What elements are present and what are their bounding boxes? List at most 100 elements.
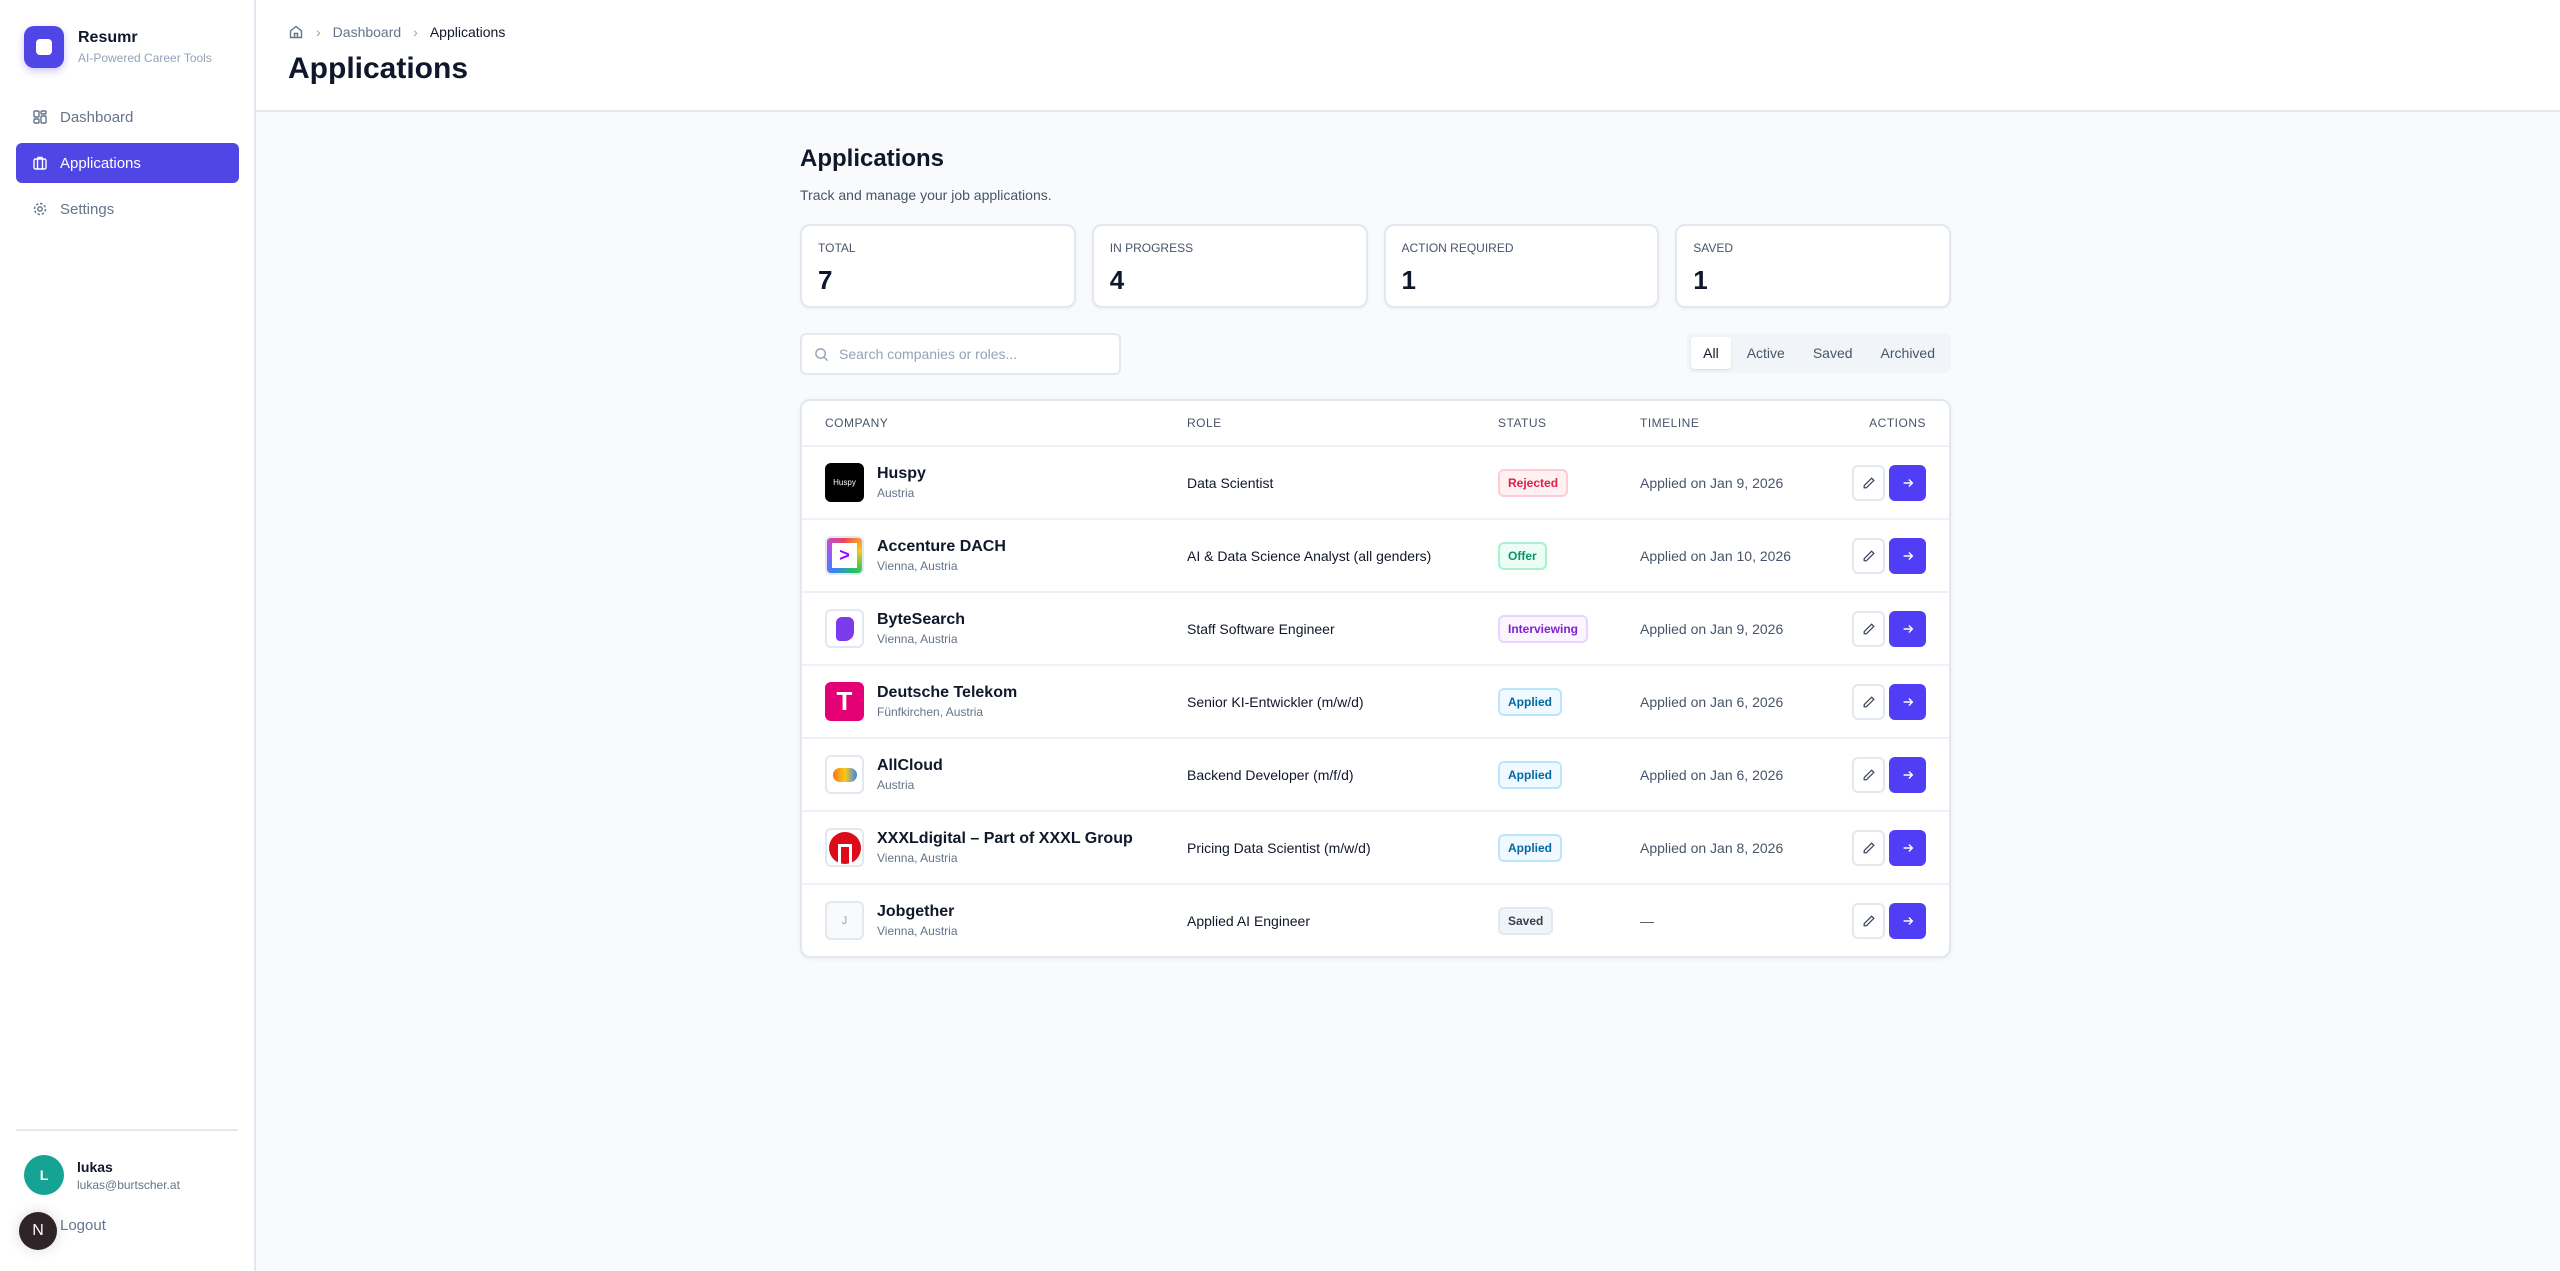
row-actions [1852,683,1926,720]
col-actions: ACTIONS [1869,416,1926,430]
pencil-icon [1863,476,1875,488]
timeline: Applied on Jan 6, 2026 [1640,766,1784,783]
open-button[interactable] [1889,683,1926,720]
table-row[interactable]: AllCloud Austria Backend Developer (m/f/d… [802,737,1949,810]
arrow-right-icon [1903,843,1913,852]
page-header: › Dashboard › Applications Applications [256,0,2560,112]
company-location: Vienna, Austria [877,924,958,938]
edit-button[interactable] [1852,537,1885,574]
search-input[interactable] [839,346,1099,362]
open-button[interactable] [1889,464,1926,501]
sidebar-item-applications[interactable]: Applications [16,143,239,183]
status-badge: Interviewing [1498,614,1589,643]
edit-button[interactable] [1852,902,1885,939]
company-name[interactable]: XXXLdigital – Part of XXXL Group [877,830,1133,847]
breadcrumb-dashboard[interactable]: Dashboard [332,24,402,40]
search-box[interactable] [800,333,1121,375]
table-row[interactable]: > Accenture DACH Vienna, Austria AI & Data… [802,518,1949,591]
tab-saved[interactable]: Saved [1812,345,1853,361]
brand[interactable]: Resumr AI-Powered Career Tools [24,26,212,68]
open-button[interactable] [1889,537,1926,574]
row-actions [1852,610,1926,647]
edit-button[interactable] [1852,610,1885,647]
main-content: Applications Track and manage your job a… [800,145,1951,958]
pencil-icon [1863,768,1875,780]
company-name[interactable]: Huspy [877,465,926,482]
open-button[interactable] [1889,756,1926,793]
sidebar-item-dashboard[interactable]: Dashboard [16,97,239,137]
role: Pricing Data Scientist (m/w/d) [1187,839,1371,856]
grid-icon [33,110,47,124]
user-profile[interactable]: L lukas lukas@burtscher.at [24,1155,180,1195]
company-name[interactable]: Jobgether [877,903,955,920]
gear-icon [33,202,47,216]
table-row[interactable]: T Deutsche Telekom Fünfkirchen, Austria Se… [802,664,1949,737]
company-name[interactable]: ByteSearch [877,611,966,628]
stat-saved: SAVED 1 [1675,224,1951,308]
company-name[interactable]: AllCloud [877,757,943,774]
stat-total: TOTAL 7 [800,224,1076,308]
status-badge: Applied [1498,833,1562,862]
section-subtitle: Track and manage your job applications. [800,187,1052,203]
tab-all[interactable]: All [1691,337,1731,369]
dev-tools-badge[interactable]: N [19,1212,57,1250]
edit-button[interactable] [1852,683,1885,720]
table-row[interactable]: XXXLdigital – Part of XXXL Group Vienna, … [802,810,1949,883]
col-status: STATUS [1498,416,1547,430]
company-location: Vienna, Austria [877,851,958,865]
edit-button[interactable] [1852,829,1885,866]
briefcase-icon [33,156,47,170]
company-cell: J Jobgether Vienna, Austria [825,901,958,940]
stat-in-progress: IN PROGRESS 4 [1091,224,1368,308]
table-row[interactable]: J Jobgether Vienna, Austria Applied AI Eng… [802,883,1949,956]
timeline: — [1640,912,1654,929]
home-icon[interactable] [288,24,304,40]
search-icon [815,347,829,361]
filter-tabs: All Active Saved Archived [1687,333,1951,373]
arrow-right-icon [1903,697,1913,706]
company-cell: AllCloud Austria [825,755,943,794]
stat-label: SAVED [1693,241,1734,255]
stat-label: IN PROGRESS [1109,241,1194,255]
open-button[interactable] [1889,610,1926,647]
open-button[interactable] [1889,829,1926,866]
breadcrumb-current: Applications [429,24,506,40]
accenture-logo: > [825,536,864,575]
company-location: Austria [877,778,915,792]
toolbar: All Active Saved Archived [800,333,1951,375]
app-name: Resumr [78,29,138,46]
tab-active[interactable]: Active [1746,345,1785,361]
edit-button[interactable] [1852,756,1885,793]
company-location: Vienna, Austria [877,559,958,573]
row-actions [1852,902,1926,939]
status-badge: Rejected [1498,468,1569,497]
table-row[interactable]: ByteSearch Vienna, Austria Staff Software… [802,591,1949,664]
sidebar-item-settings[interactable]: Settings [16,189,239,229]
telekom-logo: T [825,682,864,721]
table-row[interactable]: Huspy Huspy Austria Data Scientist Rejecte… [802,445,1949,518]
col-timeline: TIMELINE [1640,416,1700,430]
role: Staff Software Engineer [1187,620,1335,637]
divider [16,1129,238,1131]
timeline: Applied on Jan 8, 2026 [1640,839,1784,856]
logout-button[interactable]: Logout [60,1217,106,1234]
role: Data Scientist [1187,474,1274,491]
company-cell: XXXLdigital – Part of XXXL Group Vienna, … [825,828,1133,867]
stats-row: TOTAL 7 IN PROGRESS 4 ACTION REQUIRED 1 SAV… [800,224,1951,308]
huspy-logo: Huspy [825,463,864,502]
status-badge: Offer [1498,541,1547,570]
arrow-right-icon [1903,551,1913,560]
chevron-right-icon: › [413,24,418,40]
tab-archived[interactable]: Archived [1880,345,1935,361]
stat-value: 1 [1401,265,1416,295]
company-name[interactable]: Deutsche Telekom [877,684,1018,701]
arrow-right-icon [1903,624,1913,633]
edit-button[interactable] [1852,464,1885,501]
sidebar-item-label: Dashboard [60,108,134,126]
open-button[interactable] [1889,902,1926,939]
pencil-icon [1863,914,1875,926]
avatar: L [24,1155,64,1195]
company-name[interactable]: Accenture DACH [877,538,1006,555]
company-location: Austria [877,486,915,500]
status-badge: Saved [1498,906,1554,935]
